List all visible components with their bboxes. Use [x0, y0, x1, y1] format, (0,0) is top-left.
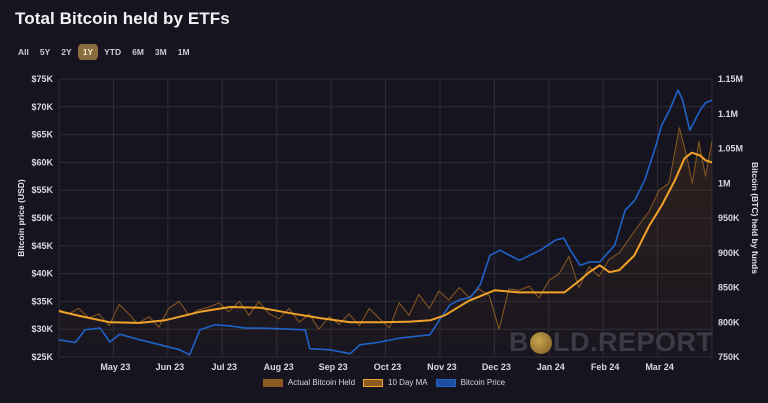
x-tick-label: Jan 24	[537, 362, 565, 372]
x-tick-label: Jun 23	[156, 362, 185, 372]
range-2y-button[interactable]: 2Y	[61, 47, 72, 57]
page-title: Total Bitcoin held by ETFs	[15, 9, 230, 28]
range-ytd-button[interactable]: YTD	[104, 47, 122, 57]
watermark-text-right: LD.REPORT	[553, 327, 714, 357]
y-left-tick-label: $55K	[31, 185, 53, 195]
legend-label: Bitcoin Price	[460, 378, 506, 387]
x-tick-label: Sep 23	[319, 362, 348, 372]
legend-label: Actual Bitcoin Held	[287, 378, 356, 387]
y-right-tick-label: 750K	[718, 352, 740, 362]
y-axis-right-title: Bitcoin (BTC) held by funds	[750, 162, 760, 274]
bitcoin-price-line	[58, 89, 713, 356]
y-left-tick-label: $60K	[31, 157, 53, 167]
x-tick-label: May 23	[100, 362, 130, 372]
y-axis-left-title: Bitcoin price (USD)	[16, 179, 26, 257]
y-axis-left-ticks: $25K $30K $35K $40K $45K $50K $55K $60K $65K $70K…	[31, 74, 53, 362]
legend-item-ma10[interactable]: 10 Day MA	[363, 378, 428, 387]
range-5y-button[interactable]: 5Y	[39, 47, 51, 57]
y-right-tick-label: 800K	[718, 317, 740, 327]
actual-held-area	[59, 127, 712, 357]
legend-item-bitcoin-price[interactable]: Bitcoin Price	[435, 378, 506, 387]
y-right-tick-label: 1.1M	[718, 109, 738, 119]
legend-label: 10 Day MA	[388, 378, 428, 387]
y-right-tick-label: 950K	[718, 213, 740, 223]
legend-swatch-bitcoin-price	[435, 378, 456, 387]
x-tick-label: Jul 23	[211, 362, 237, 372]
range-all-button[interactable]: All	[18, 47, 29, 57]
y-right-tick-label: 1.15M	[718, 74, 743, 84]
range-selector: All 5Y 2Y 1Y YTD 6M 3M 1M	[13, 44, 196, 60]
y-left-tick-label: $25K	[31, 352, 53, 362]
y-left-tick-label: $70K	[31, 102, 53, 112]
y-left-tick-label: $45K	[31, 241, 53, 251]
range-6m-button[interactable]: 6M	[132, 47, 144, 57]
range-3m-button[interactable]: 3M	[154, 47, 167, 57]
x-axis-ticks: May 23 Jun 23 Jul 23 Aug 23 Sep 23 Oct 23 Nov …	[100, 362, 673, 372]
y-left-tick-label: $35K	[31, 296, 53, 306]
x-tick-label: Aug 23	[264, 362, 294, 372]
range-1m-button[interactable]: 1M	[177, 47, 190, 57]
legend-item-actual-held[interactable]: Actual Bitcoin Held	[262, 378, 356, 387]
x-tick-label: Feb 24	[591, 362, 620, 372]
y-axis-right-ticks: 750K 800K 850K 900K 950K 1M 1.05M 1.1M 1.15M	[718, 74, 743, 362]
range-1y-button[interactable]: 1Y	[77, 44, 99, 60]
actual-held-line	[58, 127, 713, 330]
x-tick-label: Mar 24	[645, 362, 674, 372]
x-tick-label: Dec 23	[482, 362, 511, 372]
x-tick-label: Oct 23	[374, 362, 402, 372]
coin-logo-icon	[530, 331, 552, 354]
ma10-line	[58, 151, 713, 324]
y-left-tick-label: $30K	[31, 324, 53, 334]
y-right-tick-label: 850K	[718, 283, 740, 293]
legend-swatch-actual-held	[262, 378, 283, 387]
y-right-tick-label: 1.05M	[718, 144, 743, 154]
y-left-tick-label: $40K	[31, 269, 53, 279]
y-left-tick-label: $50K	[31, 213, 53, 223]
y-left-tick-label: $75K	[31, 74, 53, 84]
x-tick-label: Nov 23	[427, 362, 457, 372]
y-right-tick-label: 900K	[718, 248, 740, 258]
watermark-text-left: B	[509, 327, 529, 357]
legend-swatch-ma10	[363, 378, 384, 387]
y-right-tick-label: 1M	[718, 178, 731, 188]
y-left-tick-label: $65K	[31, 130, 53, 140]
bold-report-watermark: B LD.REPORT	[509, 327, 714, 358]
chart-legend: Actual Bitcoin Held 10 Day MA Bitcoin Pr…	[0, 378, 768, 387]
